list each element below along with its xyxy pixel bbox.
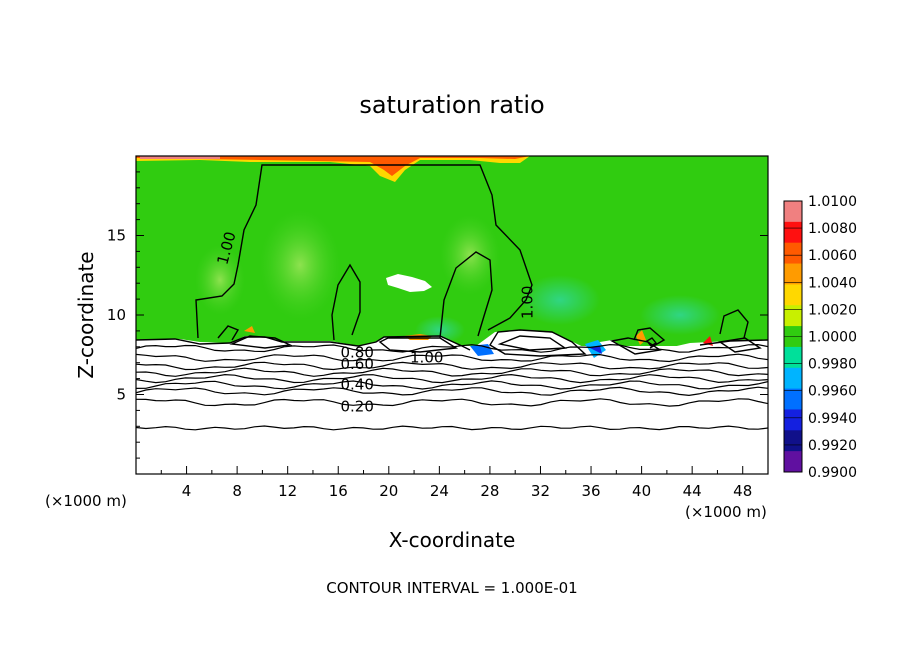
contour-level-line: [136, 425, 768, 431]
contour-level-line: [136, 373, 768, 384]
x-tick-label: 12: [278, 482, 297, 500]
colorbar-swatch: [784, 430, 802, 452]
colorbar-label: 1.0020: [808, 302, 857, 318]
y-tick-label: 10: [107, 306, 126, 324]
x-tick-label: 36: [581, 482, 600, 500]
x-tick-label: 32: [531, 482, 550, 500]
contour-1.00-base: [136, 335, 471, 351]
colorbar-label: 0.9980: [808, 357, 857, 373]
contour-cloud: [497, 335, 568, 351]
contour-cloud: [229, 335, 293, 349]
field-white-region: [136, 330, 768, 474]
cloud-outlines: [136, 164, 768, 357]
colorbar-swatch: [784, 201, 802, 223]
colorbar-label: 1.0000: [808, 330, 857, 346]
colorbar-label: 0.9900: [808, 465, 857, 481]
x-tick-label: 44: [683, 482, 702, 500]
y-tick-label: 15: [107, 227, 126, 245]
colorbar-swatch: [784, 263, 802, 285]
contour-cloud: [489, 329, 587, 357]
field-cyan-blob: [520, 275, 600, 325]
contour-level-line: [136, 361, 768, 371]
contour-interval-note: CONTOUR INTERVAL = 1.000E-01: [326, 579, 577, 597]
colorbar-swatch: [784, 242, 802, 265]
contour-1.00-envelope: [195, 164, 533, 339]
contour-small: [633, 327, 666, 349]
x-tick-label: 8: [232, 482, 242, 500]
contour-updraft: [439, 251, 493, 339]
colorbar-swatch: [784, 346, 802, 369]
colorbar-label: 1.0080: [808, 221, 857, 237]
field-blue-patch: [590, 346, 602, 354]
contour-label: 0.80: [340, 344, 373, 362]
chart-title: saturation ratio: [359, 91, 544, 119]
contour-label: 0.60: [340, 355, 373, 373]
field-pale-blob: [440, 215, 500, 295]
colorbar-label: 0.9940: [808, 411, 857, 427]
colorbar-swatch: [784, 388, 802, 410]
contour-small: [645, 337, 658, 347]
x-tick-label: 20: [379, 482, 398, 500]
colorbar-swatch: [784, 221, 802, 244]
contour-level-line: [136, 380, 768, 390]
contour-small: [719, 309, 749, 339]
x-tick-label: 40: [632, 482, 651, 500]
colorbar-label: 0.9920: [808, 438, 857, 454]
contour-label: 0.40: [340, 375, 373, 393]
contour-label: 1.00: [410, 348, 443, 366]
field-top-pink: [140, 156, 220, 159]
colorbar-label: 1.0040: [808, 275, 857, 291]
colorbar-swatch: [784, 409, 802, 431]
x-tick-label: 4: [182, 482, 192, 500]
y-axis-label: Z-coordinate: [74, 251, 98, 378]
x-unit-right: (×1000 m): [685, 503, 767, 521]
contour-labels: 1.001.001.000.800.600.400.20: [214, 230, 537, 416]
colorbar-swatch: [784, 305, 802, 327]
contour-label: 0.20: [340, 398, 373, 416]
contour-level-line: [136, 367, 768, 377]
field-pale-blob: [260, 210, 340, 320]
x-tick-label: 48: [733, 482, 752, 500]
contour-level-line: [136, 353, 768, 363]
contour-level-line: [136, 398, 768, 407]
contour-label: 1.00: [518, 286, 536, 319]
colorbar-label: 1.0100: [808, 194, 857, 210]
colorbar: 1.0100 1.0080 1.0060 1.0040 1.0020 1.0000 0.99…: [783, 194, 857, 481]
y-tick-label: 5: [116, 386, 126, 404]
x-tick-label: 24: [430, 482, 449, 500]
contour-levels-group: [136, 343, 768, 431]
contour-level-line: [136, 343, 768, 353]
field-cyan-blob: [640, 295, 720, 335]
x-axis: 4 8 12 16 20 24 28 32 36 40 44 48: [160, 466, 752, 500]
colorbar-swatch: [784, 367, 802, 390]
x-tick-label: 28: [480, 482, 499, 500]
colorbar-label: 1.0060: [808, 248, 857, 264]
contour-level-line: [136, 386, 768, 397]
y-axis: 5 10 15: [107, 171, 768, 459]
x-axis-label: X-coordinate: [389, 528, 516, 552]
colorbar-label: 0.9960: [808, 384, 857, 400]
contour-updraft: [331, 263, 361, 341]
colorbar-swatch: [784, 284, 802, 306]
plot-area: 1.001.001.000.800.600.400.20: [136, 156, 768, 474]
field-warm-patch: [244, 326, 255, 333]
field-white-patch: [386, 274, 432, 292]
colorbar-swatch: [784, 451, 802, 473]
contour-small: [217, 325, 240, 341]
field-pale-blob: [195, 245, 245, 315]
contour-cloud: [378, 337, 459, 353]
x-unit-left: (×1000 m): [45, 492, 127, 510]
x-tick-label: 16: [329, 482, 348, 500]
contour-cloud: [718, 337, 762, 353]
